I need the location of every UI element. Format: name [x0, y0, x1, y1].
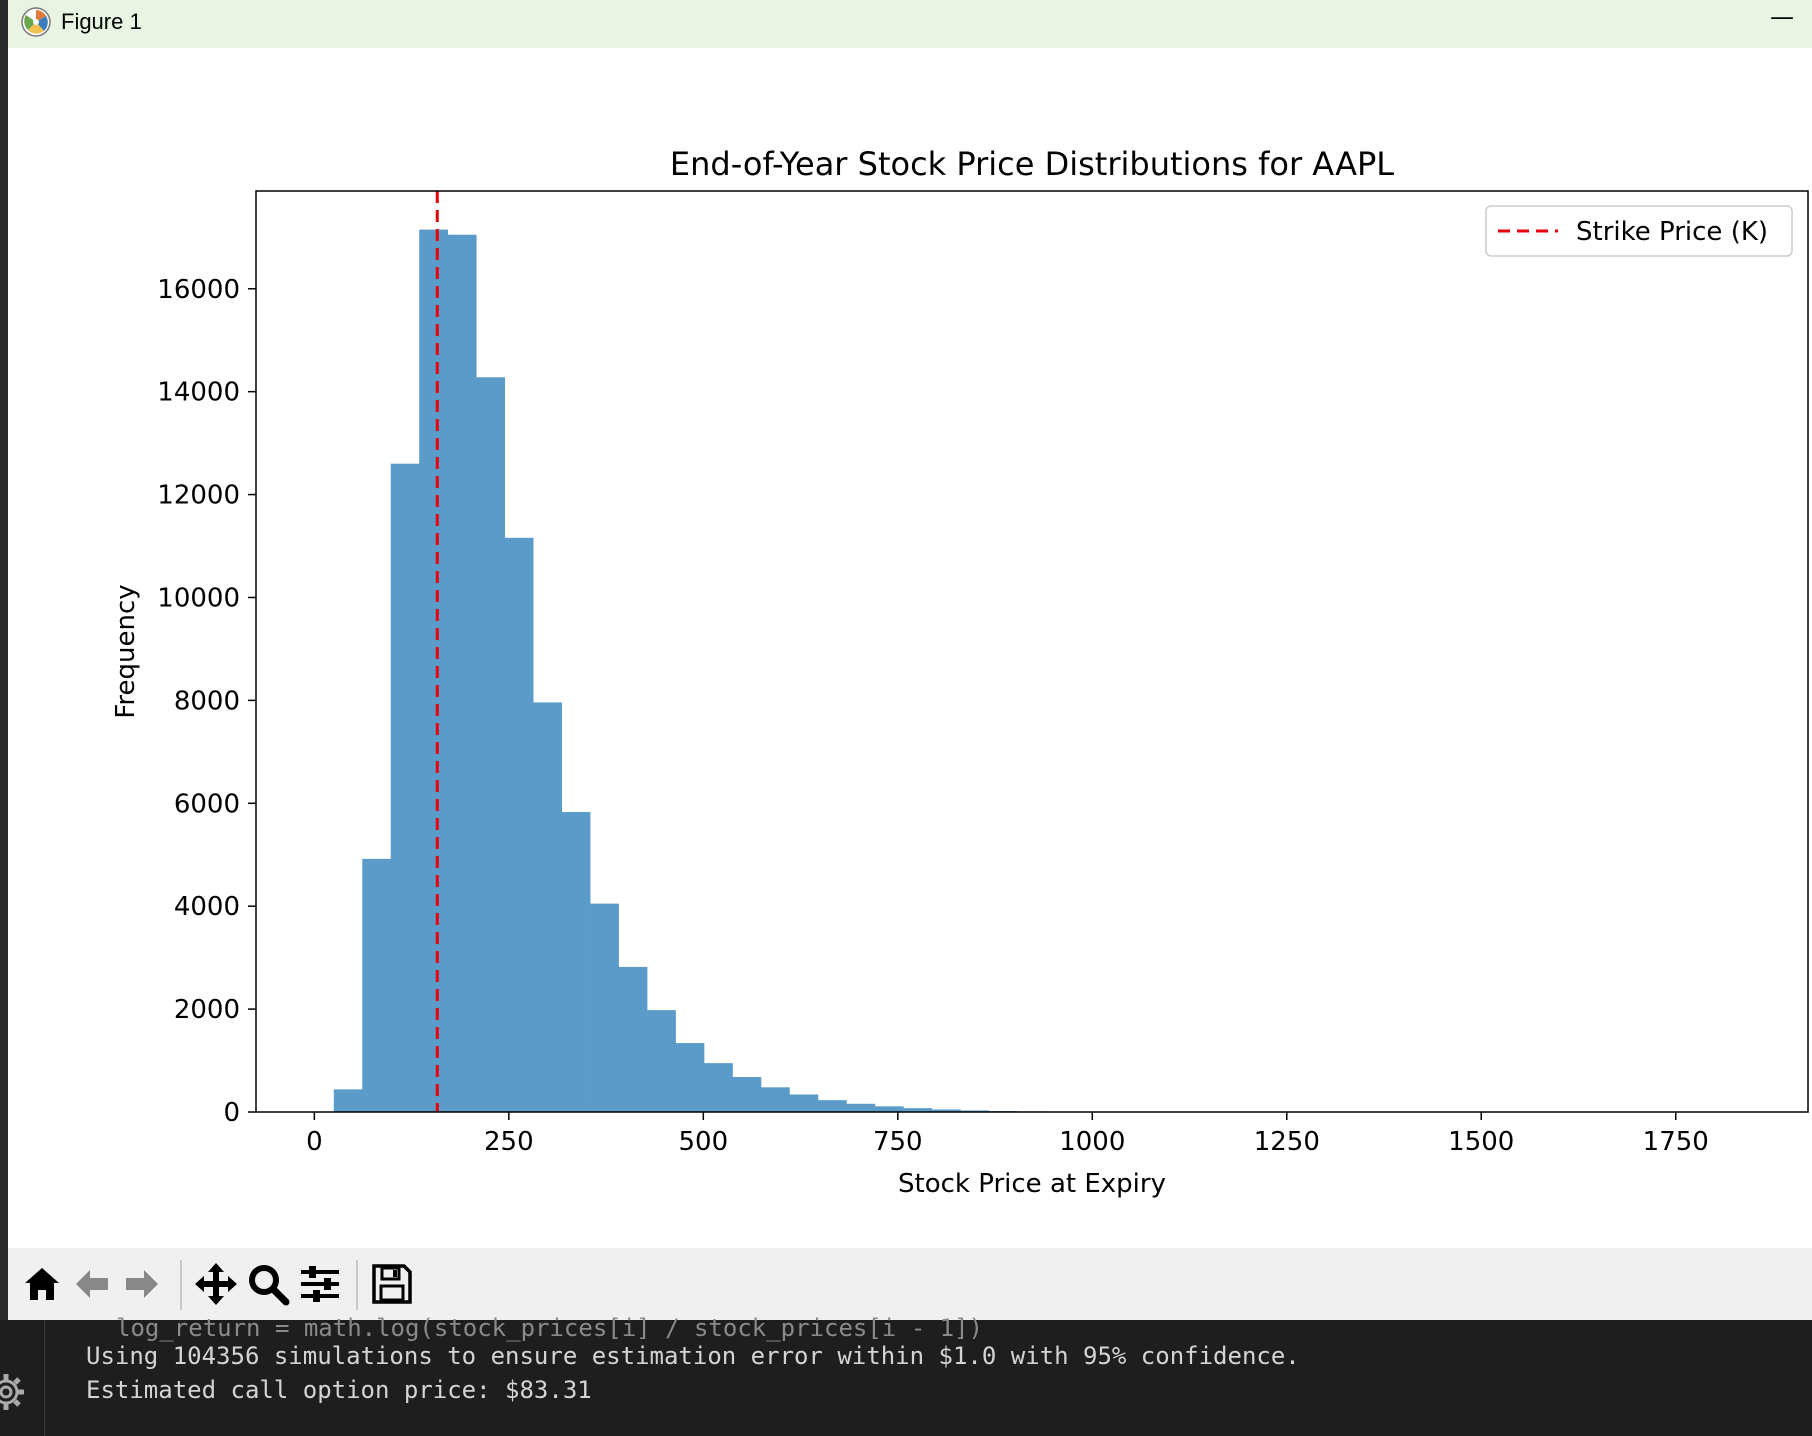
legend-box: [1485, 205, 1793, 257]
matplotlib-logo-icon: [21, 7, 51, 37]
save-button[interactable]: [368, 1260, 416, 1308]
figure-window: Figure 1 — 0 250 500 750 1000 1250 1500 1750 0 2…: [8, 0, 1812, 1320]
y-tick-label: 8000: [174, 686, 240, 716]
histogram-bar: [390, 463, 420, 1112]
histogram-bar: [362, 858, 392, 1112]
x-tick-label: 250: [484, 1127, 534, 1157]
legend-label-strike-price: Strike Price (K): [1576, 217, 1768, 247]
x-tick-label: 1250: [1254, 1127, 1320, 1157]
histogram-bar: [703, 1063, 733, 1112]
histogram-bar: [817, 1100, 847, 1112]
configure-subplots-button[interactable]: [296, 1260, 344, 1308]
x-tick-label: 1500: [1448, 1127, 1514, 1157]
histogram-bar: [419, 229, 449, 1113]
histogram-bar: [931, 1109, 961, 1112]
configure-subplots-icon: [301, 1266, 339, 1302]
x-tick-label: 1000: [1059, 1127, 1125, 1157]
x-tick-label: 750: [873, 1127, 923, 1157]
terminal-line: Using 104356 simulations to ensure estim…: [86, 1342, 1300, 1370]
histogram-bar: [504, 537, 534, 1112]
chart-title: End-of-Year Stock Price Distributions fo…: [670, 145, 1394, 183]
y-tick-label: 6000: [174, 789, 240, 819]
minimize-button[interactable]: —: [1770, 3, 1794, 31]
zoom-button[interactable]: [244, 1260, 292, 1308]
y-tick-label: 2000: [174, 995, 240, 1025]
histogram-bar: [447, 234, 477, 1113]
x-tick-label: 500: [678, 1127, 728, 1157]
histogram-bar: [476, 377, 506, 1113]
terminal-gutter: [44, 1320, 45, 1436]
background-window-edge: [0, 0, 8, 1436]
y-tick-label: 16000: [157, 275, 240, 305]
histogram-chart: 0 250 500 750 1000 1250 1500 1750 0 2000 4000 6000…: [111, 145, 1809, 1199]
histogram-bar: [960, 1110, 990, 1112]
terminal-line: Estimated call option price: $83.31: [86, 1376, 592, 1404]
histogram-bar: [618, 966, 648, 1112]
histogram-bar: [732, 1077, 762, 1112]
home-button[interactable]: [18, 1260, 66, 1308]
histogram-bar: [789, 1094, 819, 1112]
histogram-bar: [846, 1103, 876, 1112]
toolbar-separator: [356, 1260, 358, 1310]
histogram-bar: [590, 903, 619, 1112]
histogram-bar: [533, 702, 562, 1112]
histogram-bar: [333, 1089, 363, 1112]
y-tick-label: 4000: [174, 892, 240, 922]
forward-button[interactable]: [118, 1260, 166, 1308]
y-tick-label: 12000: [157, 481, 240, 511]
x-axis-label: Stock Price at Expiry: [898, 1169, 1166, 1199]
home-icon: [25, 1268, 59, 1300]
histogram-bar: [646, 1010, 676, 1112]
axes-frame: [255, 190, 1809, 1113]
zoom-icon: [249, 1265, 290, 1306]
y-axis-label: Frequency: [111, 584, 141, 718]
window-title: Figure 1: [61, 9, 142, 34]
save-icon: [372, 1264, 412, 1304]
histogram-bar: [903, 1108, 933, 1112]
navigation-toolbar: [8, 1248, 1812, 1320]
histogram-bar: [874, 1106, 904, 1112]
histogram-bar: [561, 812, 591, 1112]
title-bar[interactable]: Figure 1 —: [8, 0, 1812, 48]
back-arrow-icon: [76, 1270, 108, 1298]
gear-icon[interactable]: [0, 1372, 26, 1412]
forward-arrow-icon: [126, 1270, 158, 1298]
terminal-panel: log_return = math.log(stock_prices[i] / …: [0, 1314, 1812, 1436]
legend: Strike Price (K): [1485, 205, 1793, 257]
pan-icon: [195, 1263, 237, 1305]
toolbar-separator: [180, 1260, 182, 1310]
histogram-bar: [760, 1087, 790, 1112]
pan-button[interactable]: [192, 1260, 240, 1308]
x-axis-ticks: 0 250 500 750 1000 1250 1500 1750: [306, 1112, 1709, 1157]
histogram-bar: [675, 1043, 705, 1112]
y-tick-label: 14000: [157, 378, 240, 408]
y-tick-label: 10000: [157, 583, 240, 613]
y-axis-ticks: 0 2000 4000 6000 8000 10000 12000 14000 16000: [157, 275, 256, 1128]
back-button[interactable]: [68, 1260, 116, 1308]
y-tick-label: 0: [223, 1098, 240, 1128]
histogram-bars: [333, 229, 1160, 1113]
x-tick-label: 1750: [1643, 1127, 1709, 1157]
x-tick-label: 0: [306, 1127, 323, 1157]
terminal-line-partial: log_return = math.log(stock_prices[i] / …: [116, 1314, 983, 1342]
